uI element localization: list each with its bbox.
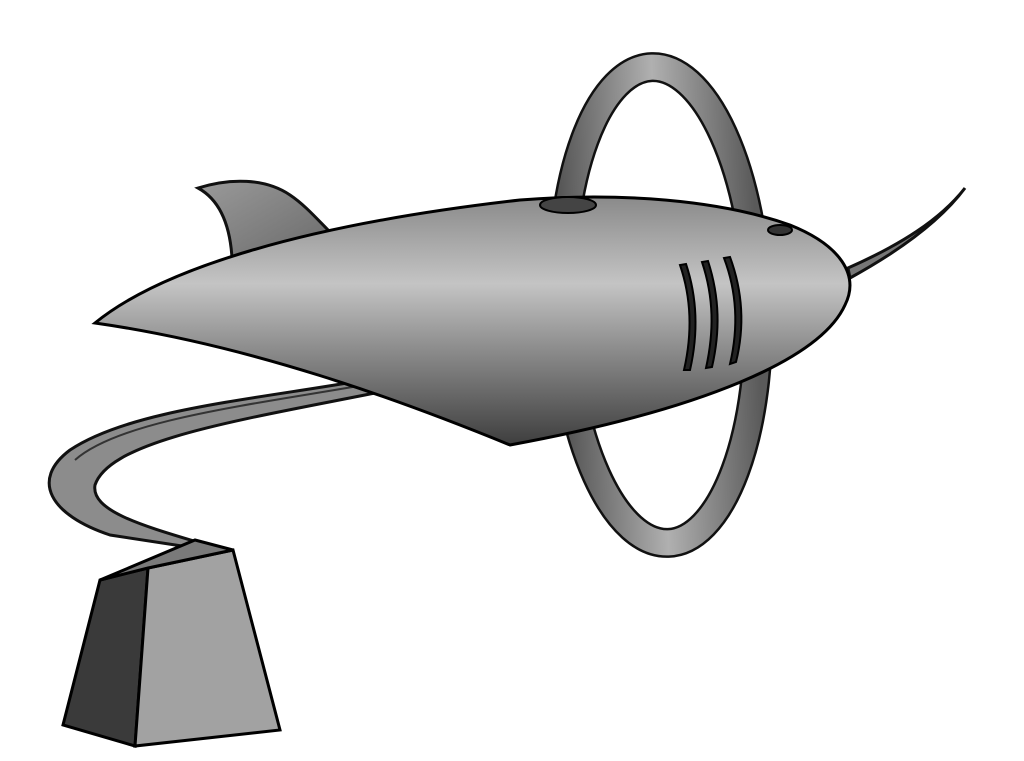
arm	[47, 378, 384, 554]
body	[91, 195, 852, 447]
stand-base	[61, 538, 282, 748]
tail-wire	[846, 187, 967, 281]
vents	[678, 255, 743, 371]
